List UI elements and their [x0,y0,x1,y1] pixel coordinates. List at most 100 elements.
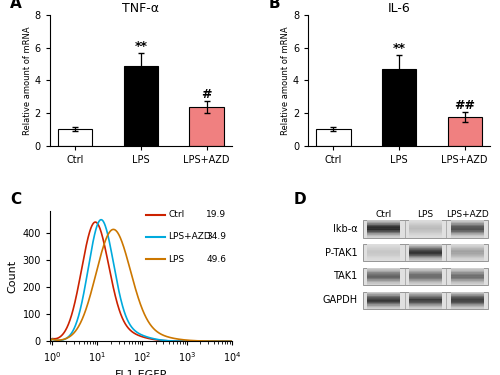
Bar [368,275,400,276]
Bar [368,296,400,297]
Bar [451,258,484,259]
Text: GAPDH: GAPDH [322,296,358,305]
Bar [409,236,442,237]
Bar [451,235,484,236]
Bar [409,257,442,258]
Bar [368,308,400,309]
Bar [409,256,442,257]
Bar [368,224,400,225]
Text: ##: ## [454,99,475,112]
Bar [409,222,442,223]
Bar [368,299,400,300]
Bar [451,231,484,232]
Bar [451,244,484,245]
Bar [409,280,442,281]
Bar [409,258,442,259]
Bar [451,268,484,269]
Bar [451,253,484,254]
Bar [368,278,400,279]
Bar [368,294,400,295]
Bar [451,282,484,283]
Bar [409,232,442,233]
Bar [451,305,484,306]
Bar [368,232,400,233]
Bar [451,259,484,260]
Text: Ikb-α: Ikb-α [332,224,357,234]
Bar [409,274,442,275]
Bar [409,252,442,253]
Bar [409,254,442,255]
Bar [368,234,400,235]
Y-axis label: Count: Count [7,260,17,292]
Bar [368,305,400,306]
Bar [451,291,484,292]
Title: IL-6: IL-6 [388,2,410,15]
Bar [368,228,400,229]
Bar [368,248,400,249]
Bar [368,236,400,237]
Bar [451,222,484,223]
Bar [451,223,484,224]
Bar [409,220,442,221]
Text: 19.9: 19.9 [206,210,227,219]
Bar [409,308,442,309]
Bar [368,272,400,273]
Bar [368,300,400,301]
Bar [451,228,484,229]
Bar [451,251,484,252]
Bar [368,220,400,221]
Bar [451,270,484,271]
Bar [368,249,400,250]
Bar [368,298,400,299]
Bar [409,296,442,297]
Bar [451,256,484,257]
Bar [368,291,400,292]
Bar [368,260,400,261]
Bar [451,226,484,227]
Bar [368,256,400,257]
Bar [451,233,484,234]
Bar [451,221,484,222]
Bar [451,230,484,231]
Y-axis label: Relative amount of mRNA: Relative amount of mRNA [23,26,32,135]
Bar [451,284,484,285]
Bar [451,273,484,274]
Bar [409,305,442,306]
Bar [451,236,484,237]
Bar [368,297,400,298]
Bar [451,306,484,307]
Bar [409,225,442,226]
Bar [409,276,442,277]
Bar [368,293,400,294]
Bar [409,299,442,300]
Bar [124,66,158,146]
Bar [409,226,442,227]
Bar [409,221,442,222]
Bar [451,274,484,275]
Bar [409,278,442,279]
Bar [362,291,488,309]
Bar [451,234,484,235]
Bar [451,275,484,276]
Bar [451,280,484,281]
Bar [451,295,484,296]
Bar [409,284,442,285]
Bar [409,245,442,246]
Bar [368,253,400,254]
Bar [451,278,484,279]
Bar [368,244,400,245]
Bar [451,276,484,277]
Bar [368,227,400,228]
Bar [451,307,484,308]
Bar [451,229,484,230]
Bar [451,248,484,249]
Text: TAK1: TAK1 [333,272,357,282]
Bar [409,273,442,274]
Bar [409,307,442,308]
Bar [451,252,484,253]
Bar [409,279,442,280]
Bar [368,247,400,248]
Bar [368,231,400,232]
Bar [409,269,442,270]
Text: Ctrl: Ctrl [168,210,184,219]
